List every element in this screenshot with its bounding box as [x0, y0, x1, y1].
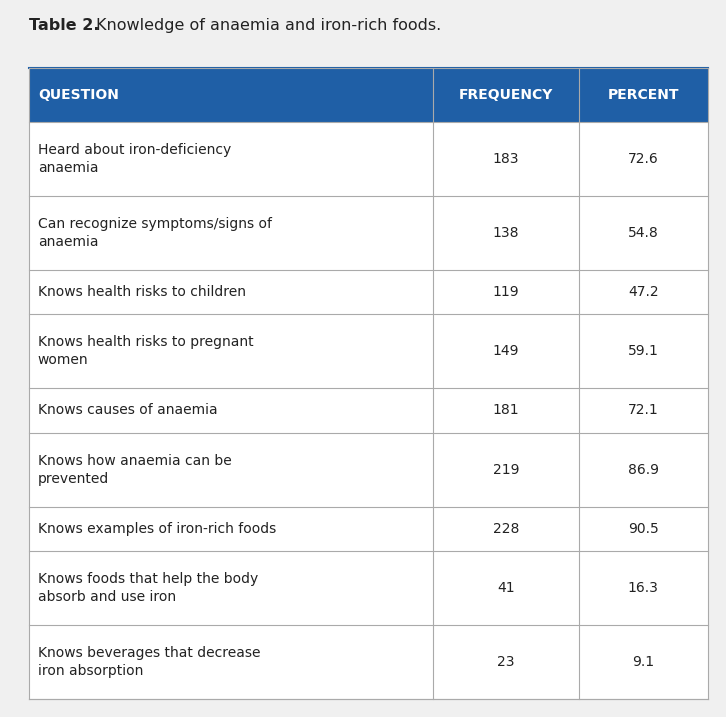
Text: Knows health risks to children: Knows health risks to children: [38, 285, 246, 299]
Text: 90.5: 90.5: [628, 522, 658, 536]
Text: 119: 119: [493, 285, 519, 299]
Text: 149: 149: [493, 344, 519, 358]
Text: 47.2: 47.2: [628, 285, 658, 299]
Text: Table 2.: Table 2.: [29, 18, 99, 32]
Text: QUESTION: QUESTION: [38, 88, 118, 102]
Text: 59.1: 59.1: [628, 344, 658, 358]
Text: 138: 138: [493, 226, 519, 239]
Text: 23: 23: [497, 655, 515, 669]
Text: 219: 219: [493, 462, 519, 477]
Text: 183: 183: [493, 152, 519, 166]
Text: Knows beverages that decrease
iron absorption: Knows beverages that decrease iron absor…: [38, 646, 260, 678]
Text: 9.1: 9.1: [632, 655, 654, 669]
Text: 72.1: 72.1: [628, 404, 658, 417]
Text: 228: 228: [493, 522, 519, 536]
Text: 16.3: 16.3: [628, 581, 658, 595]
Text: Heard about iron-deficiency
anaemia: Heard about iron-deficiency anaemia: [38, 143, 231, 175]
Text: Knows health risks to pregnant
women: Knows health risks to pregnant women: [38, 336, 253, 367]
Text: Knows how anaemia can be
prevented: Knows how anaemia can be prevented: [38, 454, 232, 485]
Bar: [29, 68, 708, 122]
Text: 181: 181: [493, 404, 519, 417]
Text: PERCENT: PERCENT: [608, 88, 679, 102]
Text: 54.8: 54.8: [628, 226, 658, 239]
Text: FREQUENCY: FREQUENCY: [459, 88, 553, 102]
Text: Knowledge of anaemia and iron-rich foods.: Knowledge of anaemia and iron-rich foods…: [96, 18, 441, 32]
Text: 41: 41: [497, 581, 515, 595]
Text: Knows examples of iron-rich foods: Knows examples of iron-rich foods: [38, 522, 276, 536]
Text: Knows foods that help the body
absorb and use iron: Knows foods that help the body absorb an…: [38, 572, 258, 604]
Bar: [29, 68, 708, 699]
Text: 72.6: 72.6: [628, 152, 658, 166]
Text: Knows causes of anaemia: Knows causes of anaemia: [38, 404, 217, 417]
Text: Can recognize symptoms/signs of
anaemia: Can recognize symptoms/signs of anaemia: [38, 217, 272, 249]
Text: 86.9: 86.9: [628, 462, 659, 477]
